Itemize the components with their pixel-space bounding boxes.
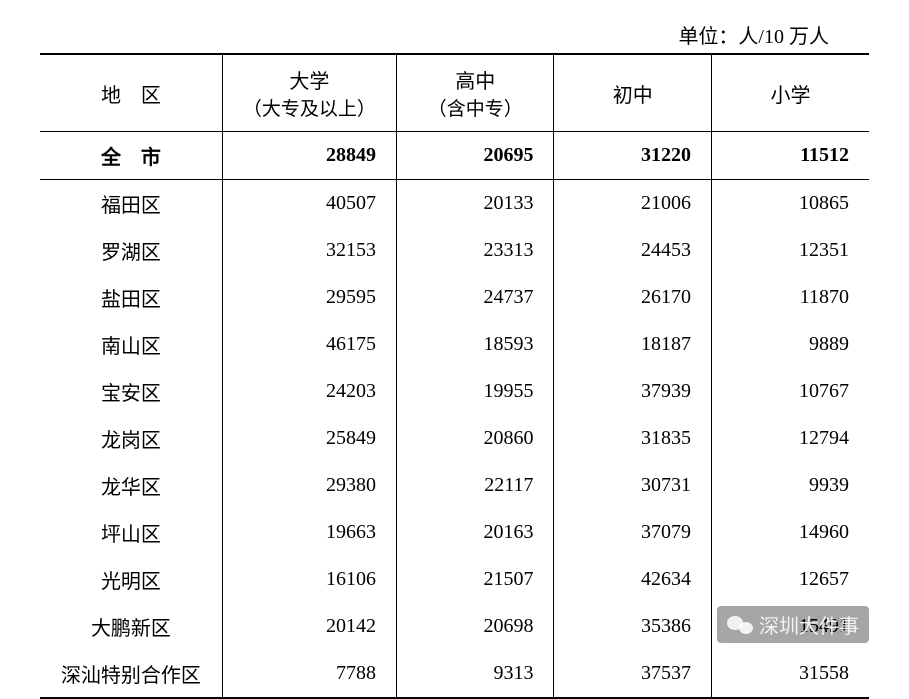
cell-university: 28849 <box>222 132 396 180</box>
col-university-label: 大学 <box>289 71 329 93</box>
col-middleschool: 初中 <box>554 54 712 132</box>
cell-highschool: 20163 <box>396 509 554 556</box>
col-highschool: 高中 （含中专） <box>396 54 554 132</box>
cell-region: 深汕特别合作区 <box>40 650 222 698</box>
cell-region: 龙华区 <box>40 462 222 509</box>
cell-region: 大鹏新区 <box>40 603 222 650</box>
table-row: 光明区16106215074263412657 <box>40 556 869 603</box>
cell-highschool: 22117 <box>396 462 554 509</box>
col-highschool-label: 高中 <box>455 71 495 93</box>
cell-middleschool: 37939 <box>554 368 712 415</box>
cell-highschool: 9313 <box>396 650 554 698</box>
cell-primary: 9889 <box>711 321 869 368</box>
cell-region: 龙岗区 <box>40 415 222 462</box>
cell-university: 25849 <box>222 415 396 462</box>
cell-university: 46175 <box>222 321 396 368</box>
cell-primary: 9939 <box>711 462 869 509</box>
cell-region: 盐田区 <box>40 274 222 321</box>
unit-label: 单位：人/10 万人 <box>40 20 869 49</box>
cell-primary: 31558 <box>711 650 869 698</box>
col-highschool-sub: （含中专） <box>401 94 550 121</box>
cell-primary: 10865 <box>711 180 869 228</box>
cell-primary: 14960 <box>711 509 869 556</box>
cell-middleschool: 31220 <box>554 132 712 180</box>
cell-region: 南山区 <box>40 321 222 368</box>
cell-middleschool: 31835 <box>554 415 712 462</box>
education-table: 地 区 大学 （大专及以上） 高中 （含中专） 初中 小学 全 市2884920… <box>40 53 869 699</box>
table-row: 南山区4617518593181879889 <box>40 321 869 368</box>
table-row: 龙华区2938022117307319939 <box>40 462 869 509</box>
col-university: 大学 （大专及以上） <box>222 54 396 132</box>
cell-primary: 12351 <box>711 227 869 274</box>
watermark: 深圳大件事 <box>717 606 869 643</box>
cell-university: 19663 <box>222 509 396 556</box>
cell-middleschool: 42634 <box>554 556 712 603</box>
table-header: 地 区 大学 （大专及以上） 高中 （含中专） 初中 小学 <box>40 54 869 132</box>
table-row: 龙岗区25849208603183512794 <box>40 415 869 462</box>
cell-university: 16106 <box>222 556 396 603</box>
cell-region: 坪山区 <box>40 509 222 556</box>
cell-middleschool: 21006 <box>554 180 712 228</box>
cell-primary: 11870 <box>711 274 869 321</box>
table-row: 罗湖区32153233132445312351 <box>40 227 869 274</box>
cell-university: 20142 <box>222 603 396 650</box>
cell-middleschool: 18187 <box>554 321 712 368</box>
cell-middleschool: 35386 <box>554 603 712 650</box>
table-row-total: 全 市28849206953122011512 <box>40 132 869 180</box>
cell-region: 宝安区 <box>40 368 222 415</box>
cell-highschool: 20133 <box>396 180 554 228</box>
wechat-icon <box>727 614 753 636</box>
table-row: 深汕特别合作区778893133753731558 <box>40 650 869 698</box>
watermark-text: 深圳大件事 <box>759 610 859 639</box>
cell-highschool: 20698 <box>396 603 554 650</box>
col-region-label: 地 区 <box>101 85 161 107</box>
cell-university: 29595 <box>222 274 396 321</box>
cell-primary: 10767 <box>711 368 869 415</box>
cell-highschool: 20860 <box>396 415 554 462</box>
cell-primary: 12794 <box>711 415 869 462</box>
cell-primary: 11512 <box>711 132 869 180</box>
cell-region: 罗湖区 <box>40 227 222 274</box>
table-row: 坪山区19663201633707914960 <box>40 509 869 556</box>
cell-highschool: 18593 <box>396 321 554 368</box>
cell-middleschool: 30731 <box>554 462 712 509</box>
table-row: 福田区40507201332100610865 <box>40 180 869 228</box>
cell-middleschool: 37079 <box>554 509 712 556</box>
cell-highschool: 23313 <box>396 227 554 274</box>
table-row: 盐田区29595247372617011870 <box>40 274 869 321</box>
cell-region: 光明区 <box>40 556 222 603</box>
cell-region: 福田区 <box>40 180 222 228</box>
cell-university: 29380 <box>222 462 396 509</box>
cell-university: 7788 <box>222 650 396 698</box>
cell-highschool: 19955 <box>396 368 554 415</box>
cell-university: 40507 <box>222 180 396 228</box>
table-row: 宝安区24203199553793910767 <box>40 368 869 415</box>
col-primary-label: 小学 <box>770 85 810 107</box>
cell-highschool: 21507 <box>396 556 554 603</box>
cell-middleschool: 26170 <box>554 274 712 321</box>
cell-primary: 12657 <box>711 556 869 603</box>
cell-university: 24203 <box>222 368 396 415</box>
col-middleschool-label: 初中 <box>613 85 653 107</box>
col-primary: 小学 <box>711 54 869 132</box>
cell-highschool: 20695 <box>396 132 554 180</box>
col-university-sub: （大专及以上） <box>227 94 392 121</box>
cell-middleschool: 37537 <box>554 650 712 698</box>
cell-region: 全 市 <box>40 132 222 180</box>
col-region: 地 区 <box>40 54 222 132</box>
cell-university: 32153 <box>222 227 396 274</box>
cell-middleschool: 24453 <box>554 227 712 274</box>
cell-highschool: 24737 <box>396 274 554 321</box>
